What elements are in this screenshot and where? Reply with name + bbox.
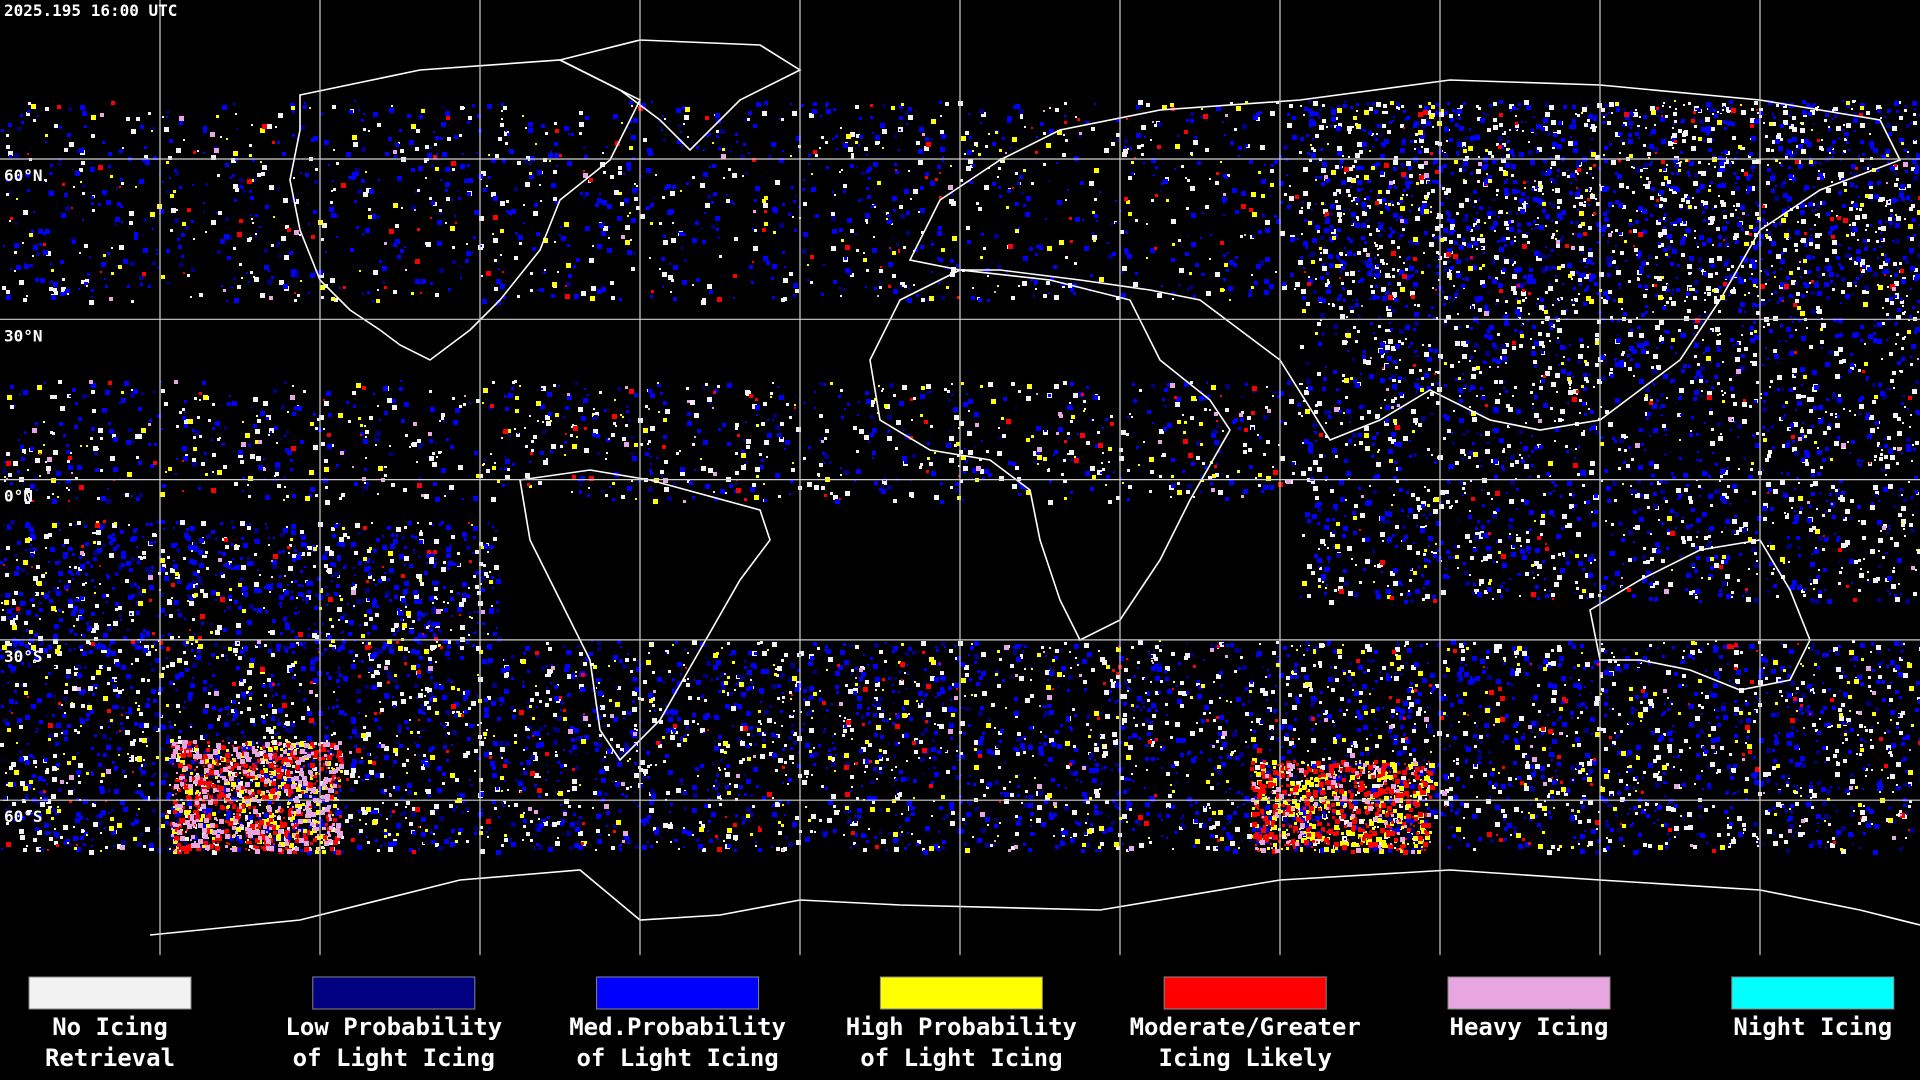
australia [1589, 539, 1811, 691]
legend-label: of Light Icing [293, 1044, 495, 1072]
coastlines [149, 39, 1920, 936]
legend-swatch [1447, 976, 1611, 1010]
latitude-label: 60°S [4, 807, 43, 826]
legend-label: High Probability [846, 1013, 1077, 1041]
legend-label: Heavy Icing [1450, 1013, 1609, 1041]
legend-swatch [1731, 976, 1895, 1010]
legend-swatch [596, 976, 760, 1010]
legend-label: Low Probability [285, 1013, 502, 1041]
south-america [519, 469, 771, 762]
legend-label: Retrieval [45, 1044, 175, 1072]
latitude-label: 60°N [4, 166, 43, 185]
legend-label: No Icing [52, 1013, 168, 1041]
legend-label: of Light Icing [576, 1044, 778, 1072]
legend-label: of Light Icing [860, 1044, 1062, 1072]
legend: No Icing Retrieval Low Probability of Light… [28, 976, 1895, 1072]
legend-swatch [312, 976, 476, 1010]
latitude-label: 30°N [4, 326, 43, 345]
legend-label: Moderate/Greater [1130, 1013, 1361, 1041]
icing-pixels [3, 101, 1920, 855]
legend-swatch [28, 976, 192, 1010]
icing-pixels [6, 110, 1919, 854]
latitude-label: 0°N [4, 487, 33, 506]
europe-asia [908, 79, 1902, 441]
legend-label: Night Icing [1733, 1013, 1892, 1041]
legend-swatch [879, 976, 1043, 1010]
antarctica [149, 869, 1920, 936]
latitude-label: 30°S [4, 647, 43, 666]
legend-label: Icing Likely [1159, 1044, 1332, 1072]
greenland [557, 39, 802, 152]
timestamp: 2025.195 16:00 UTC [4, 1, 177, 20]
legend-swatch [1163, 976, 1327, 1010]
legend-label: Med.Probability [569, 1013, 786, 1041]
graticule: 60°N 30°N 0°N 30°S 60°S [0, 0, 1920, 955]
north-america [289, 59, 642, 361]
